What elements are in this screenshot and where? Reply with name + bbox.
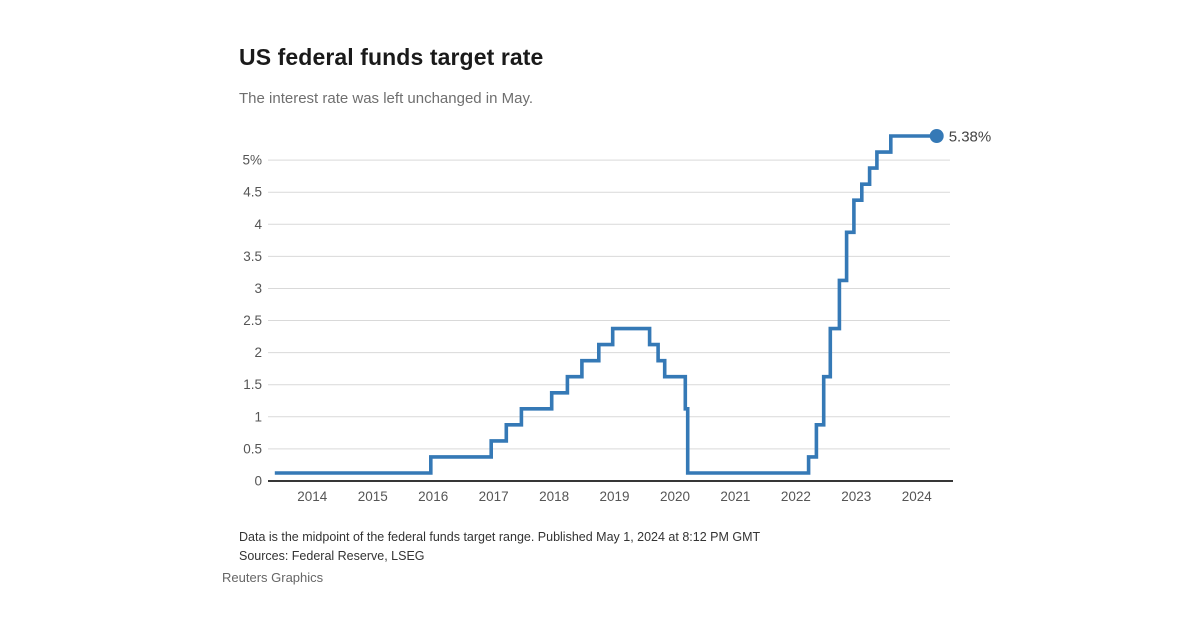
end-point-marker [929,129,944,143]
y-tick-label: 1.5 [243,377,262,392]
chart-footnotes: Data is the midpoint of the federal fund… [239,528,760,566]
x-tick-label: 2020 [660,489,690,504]
x-tick-label: 2015 [358,489,388,504]
x-tick-label: 2017 [479,489,509,504]
y-tick-label: 5% [242,153,262,168]
chart-note: Data is the midpoint of the federal fund… [239,530,761,544]
chart-sources: Sources: Federal Reserve, LSEG [239,549,425,563]
y-tick-label: 0.5 [243,441,262,456]
rate-step-line [274,134,937,475]
x-tick-label: 2021 [720,489,750,504]
x-tick-label: 2014 [297,489,328,504]
reuters-graphics-credit: Reuters Graphics [222,570,324,585]
x-tick-label: 2016 [418,489,448,504]
y-tick-label: 4.5 [243,185,262,200]
x-tick-label: 2019 [599,489,629,504]
y-tick-label: 4 [254,217,262,232]
x-tick-label: 2023 [841,489,871,504]
x-tick-label: 2024 [902,489,933,504]
x-tick-label: 2018 [539,489,569,504]
y-tick-label: 0 [254,474,262,489]
y-tick-label: 3 [254,281,262,296]
chart-subtitle: The interest rate was left unchanged in … [239,90,534,107]
y-tick-label: 3.5 [243,249,262,264]
page-title: US federal funds target rate [239,44,544,70]
y-tick-label: 2 [254,345,262,360]
x-tick-label: 2022 [781,489,811,504]
y-tick-label: 2.5 [243,313,262,328]
end-value-label: 5.38% [949,129,992,146]
y-tick-label: 1 [254,409,262,424]
